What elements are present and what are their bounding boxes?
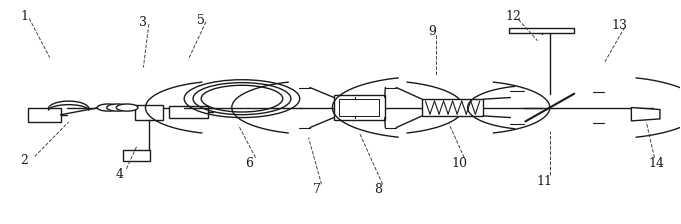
Bar xyxy=(28,108,61,122)
Text: 8: 8 xyxy=(374,183,382,196)
Bar xyxy=(135,105,163,120)
Text: 2: 2 xyxy=(20,155,29,168)
Text: 11: 11 xyxy=(537,174,552,187)
Text: 3: 3 xyxy=(140,16,147,29)
Text: 6: 6 xyxy=(244,157,253,170)
Text: 4: 4 xyxy=(116,168,124,181)
Text: 12: 12 xyxy=(506,10,522,23)
Text: 14: 14 xyxy=(648,157,665,170)
Bar xyxy=(334,95,385,120)
Bar xyxy=(422,99,484,116)
Bar xyxy=(509,28,574,32)
Text: 7: 7 xyxy=(313,183,321,196)
Text: 13: 13 xyxy=(611,19,627,32)
Circle shape xyxy=(116,104,138,111)
Bar xyxy=(123,150,151,161)
Text: 10: 10 xyxy=(452,157,467,170)
Text: 5: 5 xyxy=(197,14,205,27)
Circle shape xyxy=(107,104,129,111)
Circle shape xyxy=(97,104,119,111)
Bar xyxy=(169,106,208,118)
Text: 9: 9 xyxy=(428,25,437,38)
Bar xyxy=(339,99,379,116)
Polygon shape xyxy=(631,108,660,121)
Text: 1: 1 xyxy=(20,10,29,23)
